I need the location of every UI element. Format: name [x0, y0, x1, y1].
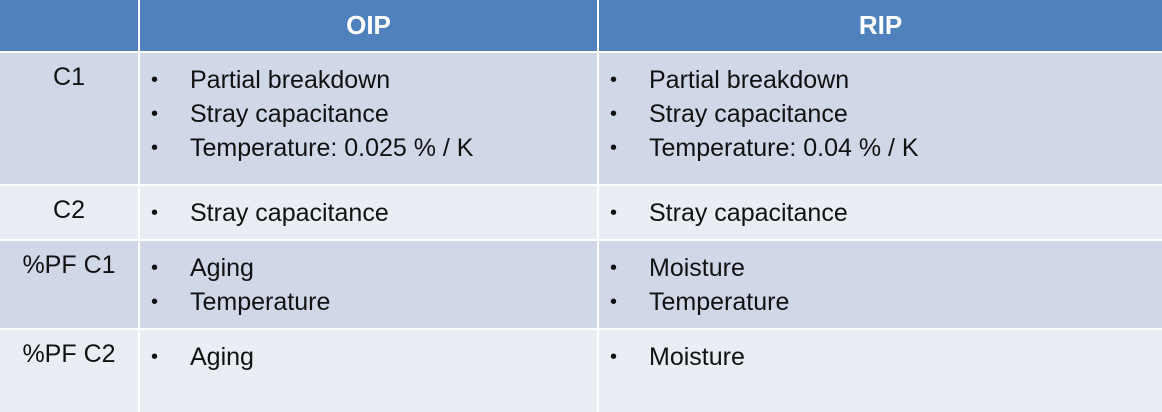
list-item: • Aging: [140, 251, 597, 285]
list-item: • Temperature: 0.04 % / K: [599, 131, 1162, 165]
bullet-icon: •: [151, 69, 159, 91]
list-item: • Moisture: [599, 340, 1162, 374]
bullet-icon: •: [610, 103, 618, 125]
oip-cell: • Aging: [140, 330, 597, 412]
row-divider: [0, 328, 1162, 330]
table-row: C1 • Partial breakdown • Stray capacitance…: [0, 53, 1162, 184]
bullet-icon: •: [610, 346, 618, 368]
list-item: • Stray capacitance: [599, 196, 1162, 230]
table-row: %PF C1 • Aging • Temperature • Moisture • Te…: [0, 241, 1162, 328]
header-cell-rip: RIP: [599, 0, 1162, 51]
row-divider: [0, 184, 1162, 186]
list-item: • Temperature: 0.025 % / K: [140, 131, 597, 165]
list-item: • Aging: [140, 340, 597, 374]
bullet-icon: •: [610, 202, 618, 224]
table-row: C2 • Stray capacitance • Stray capacitance: [0, 186, 1162, 239]
bullet-icon: •: [610, 291, 618, 313]
rip-cell: • Partial breakdown • Stray capacitance • T…: [599, 53, 1162, 184]
list-item: • Partial breakdown: [140, 63, 597, 97]
bullet-icon: •: [151, 103, 159, 125]
column-divider: [138, 0, 140, 412]
row-label: C2: [53, 196, 85, 224]
row-label: C1: [53, 63, 85, 91]
bullet-icon: •: [151, 137, 159, 159]
oip-cell: • Stray capacitance: [140, 186, 597, 239]
list-item: • Moisture: [599, 251, 1162, 285]
list-item: • Partial breakdown: [599, 63, 1162, 97]
oip-cell: • Aging • Temperature: [140, 241, 597, 328]
table-row: %PF C2 • Aging • Moisture: [0, 330, 1162, 412]
bullet-icon: •: [151, 202, 159, 224]
header-cell-oip: OIP: [140, 0, 597, 51]
list-item: • Temperature: [599, 285, 1162, 319]
header-cell-corner: [0, 0, 138, 51]
bullet-icon: •: [610, 69, 618, 91]
row-label: %PF C2: [22, 340, 116, 368]
bullet-icon: •: [151, 257, 159, 279]
bullet-icon: •: [610, 137, 618, 159]
rip-cell: • Stray capacitance: [599, 186, 1162, 239]
rip-cell: • Moisture: [599, 330, 1162, 412]
row-divider: [0, 51, 1162, 53]
oip-cell: • Partial breakdown • Stray capacitance • T…: [140, 53, 597, 184]
list-item: • Stray capacitance: [140, 97, 597, 131]
list-item: • Stray capacitance: [140, 196, 597, 230]
bullet-icon: •: [151, 346, 159, 368]
column-divider: [597, 0, 599, 412]
list-item: • Stray capacitance: [599, 97, 1162, 131]
row-label: %PF C1: [22, 251, 116, 279]
bullet-icon: •: [151, 291, 159, 313]
row-divider: [0, 239, 1162, 241]
list-item: • Temperature: [140, 285, 597, 319]
rip-cell: • Moisture • Temperature: [599, 241, 1162, 328]
bullet-icon: •: [610, 257, 618, 279]
